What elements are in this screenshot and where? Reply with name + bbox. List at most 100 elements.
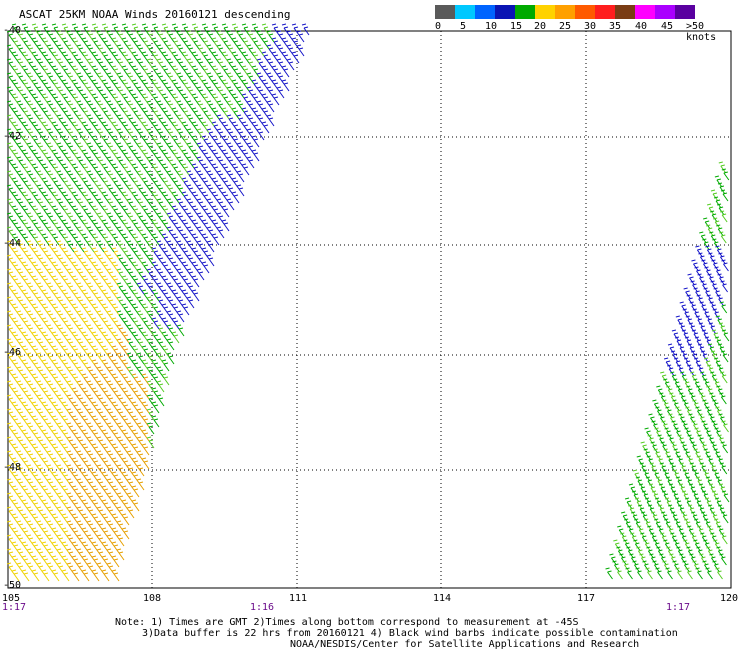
wind-barb (201, 107, 210, 120)
wind-barb (61, 443, 70, 456)
wind-barb (36, 492, 45, 505)
wind-barb (61, 541, 70, 554)
wind-barb (693, 287, 702, 300)
wind-barb (146, 352, 155, 365)
wind-barb (11, 93, 20, 106)
wind-barb (639, 553, 647, 566)
wind-barb (11, 331, 20, 344)
wind-barb (56, 58, 65, 71)
wind-barb (226, 198, 235, 211)
wind-barb (171, 177, 180, 190)
wind-barb (684, 427, 692, 440)
wind-barb (662, 560, 670, 573)
wind-barb (221, 93, 230, 106)
wind-barb (181, 303, 190, 316)
wind-barb (692, 469, 701, 482)
wind-barb (116, 142, 125, 155)
wind-barb (11, 485, 20, 498)
wind-barb (96, 282, 105, 295)
wind-barb (96, 394, 105, 407)
wind-barb (81, 569, 90, 582)
wind-barb (697, 434, 706, 447)
wind-barb (136, 436, 145, 449)
wind-barb (6, 86, 15, 99)
wind-barb (121, 163, 130, 176)
wind-barb (271, 65, 280, 78)
wind-barb (31, 527, 40, 540)
wind-barb (46, 492, 55, 505)
wind-barb (136, 380, 145, 393)
wind-barb (21, 541, 30, 554)
wind-barb (31, 177, 40, 190)
wind-barb (121, 401, 130, 414)
wind-barb (226, 156, 235, 169)
wind-barb (136, 422, 145, 435)
wind-barb (256, 100, 265, 113)
wind-barb (36, 240, 45, 253)
wind-barb (151, 275, 160, 288)
wind-barb (11, 219, 20, 232)
wind-barb (56, 408, 65, 421)
wind-barb (106, 198, 115, 211)
wind-barb (51, 205, 60, 218)
wind-barb (41, 569, 50, 582)
wind-barb (61, 527, 70, 540)
wind-barb (156, 72, 165, 85)
wind-barb (251, 65, 260, 78)
wind-barb (643, 448, 652, 461)
wind-barb (171, 317, 180, 330)
wind-barb (156, 394, 165, 407)
wind-barb (96, 366, 105, 379)
wind-barb (707, 343, 716, 356)
wind-barb (61, 303, 70, 316)
wind-barb (11, 457, 20, 470)
wind-barb (156, 198, 165, 211)
wind-barb (699, 553, 707, 566)
wind-barb (216, 170, 225, 183)
wind-barb (151, 65, 160, 78)
footnote: Note: 1) Times are GMT 2)Times along bot… (115, 617, 678, 650)
wind-barb (116, 450, 125, 463)
wind-barb (271, 23, 280, 36)
wind-barb (56, 534, 65, 547)
wind-barb (655, 567, 663, 580)
wind-barb (51, 107, 60, 120)
wind-barb (186, 240, 195, 253)
wind-barb (61, 331, 70, 344)
wind-barb (682, 399, 690, 412)
wind-barb (141, 233, 150, 246)
wind-barb (666, 455, 675, 468)
wind-barb (46, 114, 55, 127)
wind-barb (256, 114, 265, 127)
wind-barb (66, 548, 75, 561)
wind-barb (276, 72, 285, 85)
wind-barb (690, 371, 698, 384)
wind-barb (685, 567, 693, 580)
wind-barb (71, 275, 80, 288)
wind-barb (625, 567, 633, 580)
wind-barb (156, 310, 165, 323)
wind-barb (683, 448, 692, 461)
wind-barb (161, 135, 170, 148)
wind-barb (673, 357, 682, 370)
wind-barb (186, 198, 195, 211)
wind-barb (704, 427, 712, 440)
wind-barb (688, 413, 696, 426)
wind-barb (11, 79, 20, 92)
wind-barb (156, 226, 165, 239)
wind-barb (141, 107, 150, 120)
wind-barb (176, 254, 185, 267)
wind-barb (81, 121, 90, 134)
wind-barb (711, 490, 720, 503)
wind-barb (46, 30, 55, 43)
wind-barb (186, 128, 195, 141)
wind-barb (46, 464, 55, 477)
wind-barb (663, 378, 671, 391)
wind-barb (96, 254, 105, 267)
wind-barb (131, 345, 140, 358)
wind-barb (6, 128, 15, 141)
wind-barb (186, 296, 195, 309)
wind-barb (151, 233, 160, 246)
wind-barb (171, 121, 180, 134)
wind-barb (71, 569, 80, 582)
